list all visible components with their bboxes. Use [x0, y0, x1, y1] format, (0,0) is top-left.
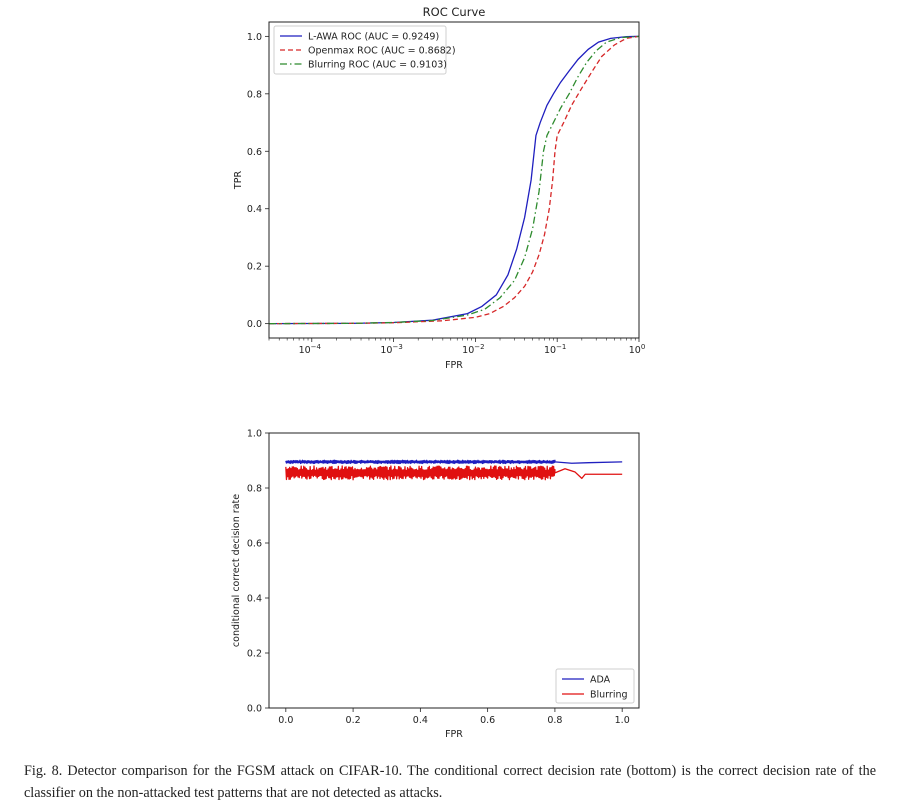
- figure-caption: Fig. 8. Detector comparison for the FGSM…: [24, 760, 876, 804]
- series-line-2: [285, 465, 623, 481]
- y-tick-label: 0.8: [247, 89, 262, 100]
- x-tick-exponent: 0: [641, 343, 645, 351]
- y-axis-label: conditional correct decision rate: [231, 494, 242, 647]
- y-tick-label: 1.0: [247, 32, 262, 43]
- legend-box: [273, 25, 447, 75]
- legend: ADA Blurring: [555, 668, 635, 704]
- legend-label: Blurring: [590, 690, 628, 701]
- y-tick-label: 0.2: [247, 649, 262, 660]
- plot-frame: [268, 432, 640, 709]
- x-axis-label: FPR: [445, 729, 463, 740]
- x-axis-label: FPR: [445, 360, 463, 371]
- x-tick-label: 10−2: [462, 343, 484, 356]
- legend-label: Openmax ROC (AUC = 0.8682): [308, 46, 456, 57]
- chart-title: ROC Curve: [423, 5, 486, 19]
- x-tick-exponent: −3: [392, 343, 402, 351]
- y-tick-label: 0.6: [247, 147, 262, 158]
- x-tick-label: 10−3: [380, 343, 402, 356]
- series-line-2: [269, 35, 639, 325]
- legend-label: ADA: [590, 675, 611, 686]
- series-line-1: [269, 35, 639, 325]
- series-line-3: [269, 35, 639, 325]
- x-tick-label: 10−1: [544, 343, 566, 356]
- y-tick-label: 0.8: [247, 484, 262, 495]
- y-tick-label: 0.0: [247, 704, 262, 715]
- x-tick-exponent: −2: [474, 343, 484, 351]
- x-tick-label: 0.8: [547, 715, 562, 726]
- x-tick-label: 1.0: [615, 715, 630, 726]
- roc-chart: ROC Curve 0.0 0.2 0.4 0.6 0.8 1.0 10−4 10−3 10−2 1…: [233, 5, 645, 371]
- x-tick-label: 0.0: [278, 715, 293, 726]
- y-tick-label: 0.0: [247, 319, 262, 330]
- caption-text: Detector comparison for the FGSM attack …: [24, 763, 877, 801]
- legend: L-AWA ROC (AUC = 0.9249) Openmax ROC (AUC…: [273, 25, 456, 75]
- ccdr-chart: 0.0 0.2 0.4 0.6 0.8 1.0 0.0 0.2 0.4 0.6 0.8 1.0 FPR c…: [231, 429, 640, 740]
- legend-label: L-AWA ROC (AUC = 0.9249): [308, 32, 439, 43]
- caption-label: Fig. 8.: [24, 763, 63, 779]
- x-tick-exponent: −4: [311, 343, 322, 351]
- y-axis-label: TPR: [233, 171, 244, 191]
- y-tick-label: 1.0: [247, 429, 262, 440]
- x-tick-label: 0.4: [413, 715, 428, 726]
- plot-frame: [268, 21, 640, 339]
- y-tick-label: 0.6: [247, 539, 262, 550]
- x-tick-label: 0.2: [346, 715, 361, 726]
- series-line-1: [285, 459, 623, 465]
- x-tick-label: 100: [629, 343, 646, 356]
- legend-label: Blurring ROC (AUC = 0.9103): [308, 60, 447, 71]
- x-tick-exponent: −1: [556, 343, 566, 351]
- x-tick-label: 0.6: [480, 715, 495, 726]
- y-tick-label: 0.2: [247, 262, 262, 273]
- y-tick-label: 0.4: [247, 204, 262, 215]
- x-tick-label: 10−4: [299, 343, 322, 356]
- y-tick-label: 0.4: [247, 594, 262, 605]
